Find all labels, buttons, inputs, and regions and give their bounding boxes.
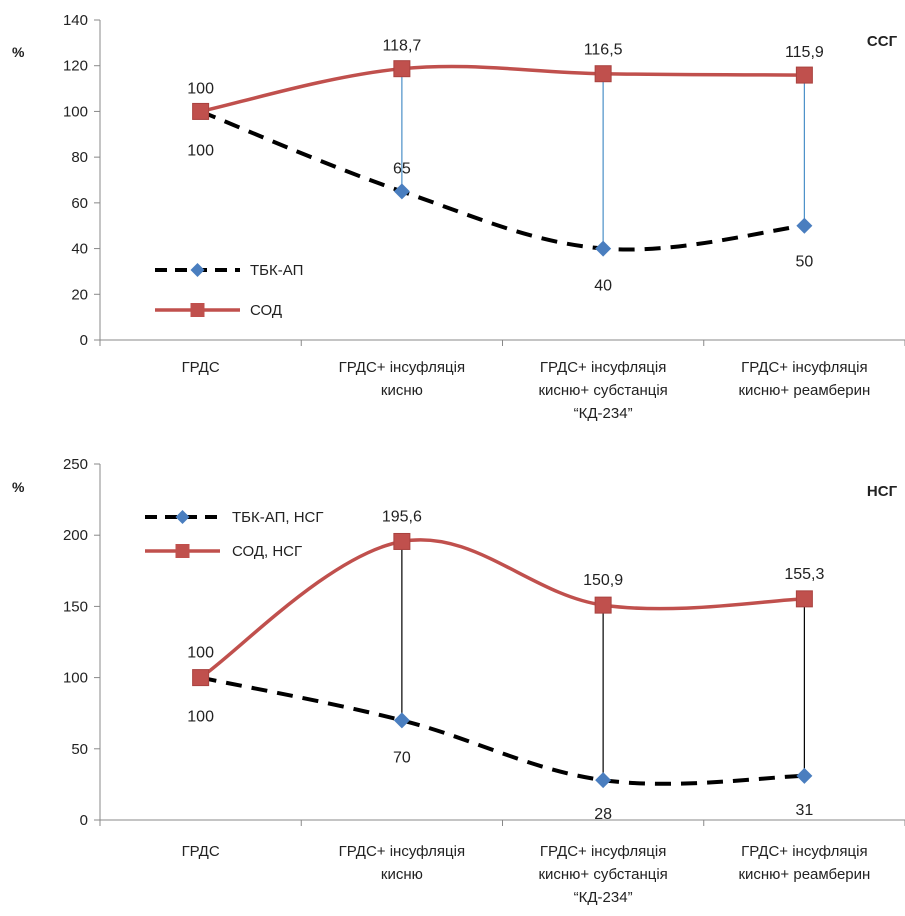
data-point-diamond [796, 217, 813, 234]
data-point-diamond [393, 712, 410, 729]
data-label: 195,6 [382, 508, 422, 525]
y-tick-label: 250 [63, 456, 88, 473]
data-point-square [192, 102, 210, 120]
y-tick-label: 80 [71, 149, 88, 166]
x-tick-label-line: кисню+ субстанція [538, 866, 667, 883]
y-tick-label: 100 [63, 103, 88, 120]
legend: ТБК-АП, НСГ СОД, НСГ [145, 509, 323, 560]
x-tick-label: ГРДС+ інсуфляція кисню+ реамберин [738, 359, 870, 399]
data-point-diamond [796, 767, 813, 784]
x-tick-label-line: кисню+ субстанція [538, 382, 667, 399]
y-tick-label: 140 [63, 12, 88, 29]
data-point-diamond [595, 240, 612, 257]
x-tick-label-line: кисню [381, 382, 423, 399]
x-tick-label-line: “КД-234” [574, 889, 633, 906]
chart-group-label: ССГ [867, 33, 898, 50]
y-tick-label: 50 [71, 741, 88, 758]
x-tick-label-line: ГРДС [182, 843, 220, 860]
x-tick-label-line: кисню+ реамберин [738, 382, 870, 399]
x-tick-label: ГРДС [182, 359, 220, 376]
data-label: 31 [795, 802, 813, 819]
legend-marker [175, 510, 190, 524]
y-tick-label: 150 [63, 598, 88, 615]
legend-marker [175, 544, 190, 558]
legend-marker [190, 303, 205, 317]
data-label: 100 [187, 142, 214, 159]
data-point-diamond [595, 772, 612, 789]
x-tick-label-line: кисню [381, 866, 423, 883]
x-tick-label: ГРДС+ інсуфляція кисню+ субстанція “КД-234… [538, 359, 667, 422]
data-point-square [192, 669, 210, 687]
data-label: 28 [594, 806, 612, 823]
x-tick-label-line: ГРДС+ інсуфляція [540, 843, 666, 860]
data-label: 115,9 [785, 44, 824, 61]
y-tick-label: 0 [80, 812, 88, 829]
data-point-diamond [393, 183, 410, 200]
x-tick-label-line: ГРДС+ інсуфляція [339, 359, 465, 376]
y-unit-label: % [12, 44, 25, 60]
legend-label: СОД [250, 302, 282, 319]
x-tick-label: ГРДС+ інсуфляція кисню+ субстанція “КД-234… [538, 843, 667, 906]
y-tick-label: 60 [71, 195, 88, 212]
x-tick-label-line: ГРДС+ інсуфляція [741, 843, 867, 860]
x-tick-label: ГРДС+ інсуфляція кисню+ реамберин [738, 843, 870, 883]
x-tick-label: ГРДС+ інсуфляція кисню [339, 359, 465, 399]
data-point-square [393, 60, 411, 78]
data-label: 150,9 [583, 572, 623, 589]
y-tick-label: 100 [63, 670, 88, 687]
chart-group-label: НСГ [867, 483, 898, 500]
x-tick-label-line: ГРДС+ інсуфляція [741, 359, 867, 376]
x-tick-label-line: ГРДС+ інсуфляція [540, 359, 666, 376]
series-line-1 [200, 675, 805, 786]
x-tick-label-line: кисню+ реамберин [738, 866, 870, 883]
data-point-square [795, 66, 813, 84]
x-tick-label-line: ГРДС+ інсуфляція [339, 843, 465, 860]
data-label: 40 [594, 278, 612, 295]
x-tick-label-line: ГРДС [182, 359, 220, 376]
legend-label: СОД, НСГ [232, 543, 302, 560]
series-line-1 [199, 109, 805, 252]
legend-label: ТБК-АП [250, 262, 303, 279]
y-tick-label: 20 [71, 286, 88, 303]
data-point-square [594, 65, 612, 83]
data-label: 50 [795, 254, 813, 271]
x-tick-label: ГРДС [182, 843, 220, 860]
data-label: 100 [187, 80, 214, 97]
data-label: 118,7 [382, 38, 421, 55]
legend: ТБК-АП СОД [155, 262, 303, 319]
data-label: 100 [187, 709, 214, 726]
data-label: 100 [187, 645, 214, 662]
series-line-2 [200, 64, 805, 114]
y-tick-label: 0 [80, 332, 88, 349]
chart-2: 0 50 100 150 200 250 ГРДС ГРДС+ інсуфляція кисню… [12, 456, 905, 906]
data-point-square [795, 590, 813, 608]
y-unit-label: % [12, 479, 25, 495]
series-line-2 [199, 538, 805, 680]
x-tick-label: ГРДС+ інсуфляція кисню [339, 843, 465, 883]
y-tick-label: 200 [63, 527, 88, 544]
data-label: 65 [393, 160, 411, 177]
legend-marker [190, 263, 205, 277]
y-tick-label: 120 [63, 58, 88, 75]
x-tick-label-line: “КД-234” [574, 405, 633, 422]
chart-1: 0 20 40 60 80 100 120 140 ГРДС ГРДС+ інсуфляція ки… [12, 12, 905, 422]
data-label: 70 [393, 749, 411, 766]
data-label: 155,3 [784, 566, 824, 583]
y-tick-label: 40 [71, 241, 88, 258]
data-point-square [393, 532, 411, 550]
data-point-square [594, 596, 612, 614]
data-label: 116,5 [584, 42, 623, 59]
legend-label: ТБК-АП, НСГ [232, 509, 323, 526]
